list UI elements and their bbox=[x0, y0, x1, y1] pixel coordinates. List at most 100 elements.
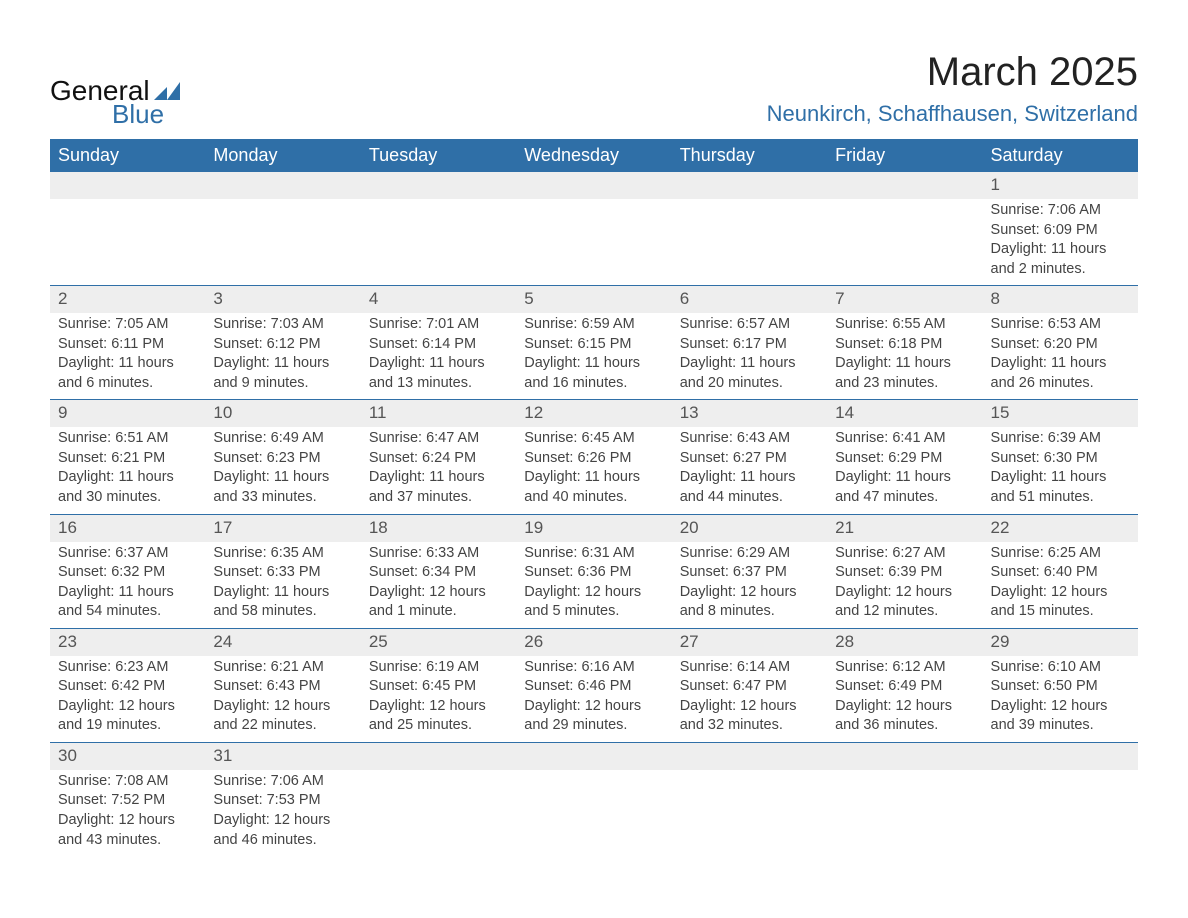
daylight-text: Daylight: 12 hours and 8 minutes. bbox=[680, 583, 819, 622]
sunrise-text: Sunrise: 6:53 AM bbox=[991, 315, 1130, 335]
day-detail-cell: Sunrise: 6:35 AMSunset: 6:33 PMDaylight:… bbox=[205, 542, 360, 629]
day-number-cell: 31 bbox=[205, 742, 360, 769]
day-number-cell: 19 bbox=[516, 514, 671, 541]
day-number-cell: 10 bbox=[205, 400, 360, 427]
day-detail-cell bbox=[827, 199, 982, 286]
day-number-cell: 1 bbox=[983, 172, 1138, 199]
day-number-cell bbox=[516, 172, 671, 199]
week-detail-row: Sunrise: 6:37 AMSunset: 6:32 PMDaylight:… bbox=[50, 542, 1138, 629]
daylight-text: Daylight: 12 hours and 32 minutes. bbox=[680, 697, 819, 736]
daylight-text: Daylight: 12 hours and 29 minutes. bbox=[524, 697, 663, 736]
day-number-cell: 21 bbox=[827, 514, 982, 541]
daylight-text: Daylight: 12 hours and 19 minutes. bbox=[58, 697, 197, 736]
day-number-cell: 6 bbox=[672, 286, 827, 313]
sunset-text: Sunset: 6:26 PM bbox=[524, 449, 663, 469]
daylight-text: Daylight: 11 hours and 2 minutes. bbox=[991, 240, 1130, 279]
sunrise-text: Sunrise: 6:19 AM bbox=[369, 658, 508, 678]
sunrise-text: Sunrise: 6:47 AM bbox=[369, 429, 508, 449]
week-daynum-row: 1 bbox=[50, 172, 1138, 199]
daylight-text: Daylight: 11 hours and 33 minutes. bbox=[213, 468, 352, 507]
daylight-text: Daylight: 11 hours and 44 minutes. bbox=[680, 468, 819, 507]
day-detail-cell: Sunrise: 6:43 AMSunset: 6:27 PMDaylight:… bbox=[672, 427, 827, 514]
daylight-text: Daylight: 11 hours and 16 minutes. bbox=[524, 354, 663, 393]
daylight-text: Daylight: 12 hours and 22 minutes. bbox=[213, 697, 352, 736]
sunrise-text: Sunrise: 7:06 AM bbox=[213, 772, 352, 792]
day-detail-cell: Sunrise: 7:03 AMSunset: 6:12 PMDaylight:… bbox=[205, 313, 360, 400]
sunset-text: Sunset: 6:33 PM bbox=[213, 563, 352, 583]
sunset-text: Sunset: 6:12 PM bbox=[213, 335, 352, 355]
sunset-text: Sunset: 6:42 PM bbox=[58, 677, 197, 697]
day-detail-cell: Sunrise: 6:29 AMSunset: 6:37 PMDaylight:… bbox=[672, 542, 827, 629]
sunrise-text: Sunrise: 7:05 AM bbox=[58, 315, 197, 335]
day-number-cell bbox=[672, 172, 827, 199]
daylight-text: Daylight: 12 hours and 1 minute. bbox=[369, 583, 508, 622]
daylight-text: Daylight: 12 hours and 46 minutes. bbox=[213, 811, 352, 850]
daylight-text: Daylight: 12 hours and 39 minutes. bbox=[991, 697, 1130, 736]
day-header-row: Sunday Monday Tuesday Wednesday Thursday… bbox=[50, 139, 1138, 172]
day-number-cell: 5 bbox=[516, 286, 671, 313]
day-detail-cell: Sunrise: 6:31 AMSunset: 6:36 PMDaylight:… bbox=[516, 542, 671, 629]
day-number-cell: 3 bbox=[205, 286, 360, 313]
day-number-cell: 9 bbox=[50, 400, 205, 427]
day-number-cell: 4 bbox=[361, 286, 516, 313]
sunrise-text: Sunrise: 6:27 AM bbox=[835, 544, 974, 564]
sunset-text: Sunset: 6:14 PM bbox=[369, 335, 508, 355]
sunrise-text: Sunrise: 6:49 AM bbox=[213, 429, 352, 449]
sunrise-text: Sunrise: 6:31 AM bbox=[524, 544, 663, 564]
week-detail-row: Sunrise: 7:06 AMSunset: 6:09 PMDaylight:… bbox=[50, 199, 1138, 286]
day-number-cell bbox=[361, 742, 516, 769]
sunrise-text: Sunrise: 6:10 AM bbox=[991, 658, 1130, 678]
daylight-text: Daylight: 11 hours and 51 minutes. bbox=[991, 468, 1130, 507]
sunrise-text: Sunrise: 6:39 AM bbox=[991, 429, 1130, 449]
day-number-cell bbox=[205, 172, 360, 199]
day-number-cell: 16 bbox=[50, 514, 205, 541]
sunset-text: Sunset: 6:46 PM bbox=[524, 677, 663, 697]
day-detail-cell: Sunrise: 6:53 AMSunset: 6:20 PMDaylight:… bbox=[983, 313, 1138, 400]
day-number-cell: 27 bbox=[672, 628, 827, 655]
day-number-cell bbox=[827, 742, 982, 769]
week-daynum-row: 9101112131415 bbox=[50, 400, 1138, 427]
day-number-cell: 29 bbox=[983, 628, 1138, 655]
daylight-text: Daylight: 12 hours and 5 minutes. bbox=[524, 583, 663, 622]
daylight-text: Daylight: 12 hours and 25 minutes. bbox=[369, 697, 508, 736]
day-number-cell: 7 bbox=[827, 286, 982, 313]
sunset-text: Sunset: 6:50 PM bbox=[991, 677, 1130, 697]
day-number-cell: 11 bbox=[361, 400, 516, 427]
day-detail-cell: Sunrise: 7:08 AMSunset: 7:52 PMDaylight:… bbox=[50, 770, 205, 856]
day-number-cell: 8 bbox=[983, 286, 1138, 313]
day-header: Saturday bbox=[983, 139, 1138, 172]
day-number-cell: 17 bbox=[205, 514, 360, 541]
day-detail-cell: Sunrise: 6:27 AMSunset: 6:39 PMDaylight:… bbox=[827, 542, 982, 629]
daylight-text: Daylight: 11 hours and 20 minutes. bbox=[680, 354, 819, 393]
day-detail-cell bbox=[205, 199, 360, 286]
day-header: Sunday bbox=[50, 139, 205, 172]
day-detail-cell: Sunrise: 6:33 AMSunset: 6:34 PMDaylight:… bbox=[361, 542, 516, 629]
day-header: Wednesday bbox=[516, 139, 671, 172]
title-block: March 2025 Neunkirch, Schaffhausen, Swit… bbox=[767, 50, 1138, 127]
sunset-text: Sunset: 6:36 PM bbox=[524, 563, 663, 583]
sunrise-text: Sunrise: 6:29 AM bbox=[680, 544, 819, 564]
day-number-cell bbox=[827, 172, 982, 199]
sunset-text: Sunset: 6:17 PM bbox=[680, 335, 819, 355]
sunset-text: Sunset: 6:47 PM bbox=[680, 677, 819, 697]
week-detail-row: Sunrise: 7:05 AMSunset: 6:11 PMDaylight:… bbox=[50, 313, 1138, 400]
day-header: Friday bbox=[827, 139, 982, 172]
week-detail-row: Sunrise: 6:23 AMSunset: 6:42 PMDaylight:… bbox=[50, 656, 1138, 743]
day-detail-cell: Sunrise: 6:10 AMSunset: 6:50 PMDaylight:… bbox=[983, 656, 1138, 743]
sunrise-text: Sunrise: 7:03 AM bbox=[213, 315, 352, 335]
sunrise-text: Sunrise: 6:45 AM bbox=[524, 429, 663, 449]
day-detail-cell: Sunrise: 6:23 AMSunset: 6:42 PMDaylight:… bbox=[50, 656, 205, 743]
sunset-text: Sunset: 6:09 PM bbox=[991, 221, 1130, 241]
day-detail-cell: Sunrise: 7:05 AMSunset: 6:11 PMDaylight:… bbox=[50, 313, 205, 400]
week-daynum-row: 2345678 bbox=[50, 286, 1138, 313]
sunrise-text: Sunrise: 6:51 AM bbox=[58, 429, 197, 449]
sunrise-text: Sunrise: 6:57 AM bbox=[680, 315, 819, 335]
day-detail-cell bbox=[672, 199, 827, 286]
day-detail-cell bbox=[672, 770, 827, 856]
sunrise-text: Sunrise: 6:25 AM bbox=[991, 544, 1130, 564]
day-detail-cell: Sunrise: 6:59 AMSunset: 6:15 PMDaylight:… bbox=[516, 313, 671, 400]
day-detail-cell: Sunrise: 6:37 AMSunset: 6:32 PMDaylight:… bbox=[50, 542, 205, 629]
day-number-cell: 15 bbox=[983, 400, 1138, 427]
week-detail-row: Sunrise: 6:51 AMSunset: 6:21 PMDaylight:… bbox=[50, 427, 1138, 514]
daylight-text: Daylight: 12 hours and 43 minutes. bbox=[58, 811, 197, 850]
